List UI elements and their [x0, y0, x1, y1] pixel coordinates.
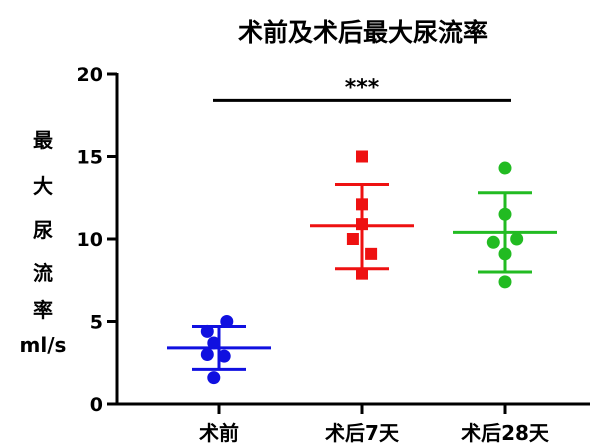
- data-point: [356, 198, 368, 211]
- data-point: [356, 218, 368, 231]
- x-tick-label: 术前: [199, 421, 239, 445]
- data-group: [167, 315, 271, 385]
- data-point: [510, 232, 524, 246]
- data-point: [207, 336, 221, 350]
- chart-title: 术前及术后最大尿流率: [238, 18, 488, 47]
- x-axis-ticks: 术前 术后7天 术后28天: [199, 404, 550, 445]
- y-axis-ticks: 0 5 10 15 20: [77, 64, 117, 416]
- y-axis-label-line: 率: [33, 298, 53, 322]
- data-groups: [167, 150, 557, 385]
- x-tick-label: 术后28天: [461, 421, 550, 445]
- significance-annotation: ***: [213, 75, 511, 102]
- y-axis-label-line: 大: [33, 174, 53, 198]
- y-tick-label: 10: [77, 229, 103, 251]
- data-point: [220, 315, 234, 328]
- data-point: [346, 233, 359, 245]
- data-point: [498, 161, 512, 175]
- data-point: [356, 150, 368, 163]
- data-point: [498, 275, 512, 289]
- y-axis-label: 最大尿流率 ml/s: [20, 128, 67, 357]
- y-axis-label-line: 最: [33, 128, 54, 152]
- y-tick-label: 20: [77, 64, 103, 86]
- data-group: [453, 161, 557, 289]
- data-point: [356, 267, 368, 280]
- data-point: [200, 348, 214, 361]
- data-point: [365, 247, 378, 260]
- x-tick-label: 术后7天: [325, 421, 400, 445]
- significance-label: ***: [345, 75, 380, 100]
- data-point: [498, 247, 512, 261]
- data-group: [310, 150, 414, 280]
- data-point: [498, 207, 512, 221]
- y-axis-label-line: 流: [33, 261, 53, 285]
- data-point: [217, 349, 231, 363]
- y-tick-label: 15: [77, 147, 103, 169]
- y-tick-label: 0: [90, 394, 103, 416]
- y-tick-label: 5: [90, 312, 103, 334]
- data-point: [207, 371, 221, 385]
- y-axis-label-line: ml/s: [20, 333, 67, 357]
- y-axis-label-line: 尿: [33, 218, 53, 242]
- data-point: [486, 235, 500, 249]
- data-point: [200, 324, 214, 338]
